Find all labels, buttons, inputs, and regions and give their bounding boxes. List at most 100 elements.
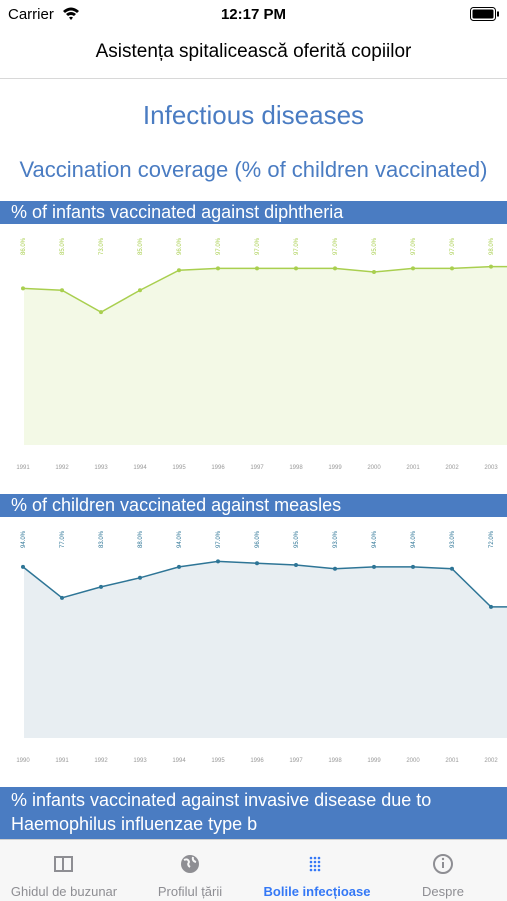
tab[interactable]: Bolile infecțioase — [263, 884, 371, 899]
x-tick-label: 1996 — [250, 758, 264, 764]
tab-bar — [0, 839, 507, 901]
value-label: 95.0% — [294, 530, 300, 548]
x-tick-label: 2002 — [484, 758, 498, 764]
point — [489, 604, 493, 609]
value-label: 94.0% — [372, 530, 378, 548]
value-label: 85.0% — [138, 237, 144, 255]
x-tick-label: 2001 — [445, 758, 459, 764]
tab-icons — [54, 854, 453, 874]
value-label: 97.0% — [216, 237, 222, 255]
separator — [0, 78, 507, 79]
x-tick-label: 1991 — [55, 758, 69, 764]
value-label: 95.0% — [372, 237, 378, 255]
x-tick-label: 1992 — [94, 758, 108, 764]
chart-title: % of infants vaccinated against diphther… — [0, 201, 507, 224]
point — [372, 564, 376, 569]
x-tick-label: 1996 — [211, 465, 225, 471]
x-tick-label: 2002 — [445, 465, 459, 471]
x-tick-label: 1995 — [172, 465, 186, 471]
point — [177, 564, 181, 569]
chart: 86.0% 1991 85.0% 1992 73.0% 1993 85.0% 1994 96.0… — [16, 237, 507, 471]
x-tick-label: 1991 — [16, 465, 30, 471]
tab[interactable]: Despre — [422, 884, 464, 899]
area — [23, 561, 507, 738]
x-tick-label: 1990 — [16, 758, 30, 764]
chart-title: % infants vaccinated against invasive di… — [0, 787, 507, 839]
point — [177, 268, 181, 273]
x-tick-label: 1998 — [328, 758, 342, 764]
value-label: 97.0% — [333, 237, 339, 255]
point — [333, 266, 337, 271]
line — [22, 265, 507, 313]
x-tick-label: 1995 — [211, 758, 225, 764]
point — [138, 575, 142, 580]
x-tick-label: 1994 — [133, 465, 147, 471]
point — [216, 559, 220, 564]
value-label: 73.0% — [99, 237, 105, 255]
point — [138, 288, 142, 293]
point — [333, 566, 337, 571]
value-label: 94.0% — [411, 530, 417, 548]
chart-title: % of children vaccinated against measles — [0, 494, 507, 517]
value-label: 97.0% — [450, 237, 456, 255]
value-label: 94.0% — [21, 530, 27, 548]
point — [411, 564, 415, 569]
point — [60, 595, 64, 600]
point — [255, 561, 259, 566]
x-tick-label: 1992 — [55, 465, 69, 471]
value-label: 98.0% — [489, 237, 495, 255]
x-tick-label: 1994 — [172, 758, 186, 764]
x-tick-label: 1993 — [133, 758, 147, 764]
point — [21, 564, 25, 569]
tab[interactable]: Profilul țării — [157, 884, 223, 899]
value-label: 93.0% — [333, 530, 339, 548]
value-label: 85.0% — [60, 237, 66, 255]
value-label: 77.0% — [60, 530, 66, 548]
line — [22, 560, 507, 608]
x-tick-label: 1999 — [328, 465, 342, 471]
value-label: 94.0% — [177, 530, 183, 548]
point — [450, 566, 454, 571]
x-tick-label: 2001 — [406, 465, 420, 471]
value-label: 88.0% — [138, 530, 144, 548]
tab[interactable]: Ghidul de buzunar — [10, 884, 118, 899]
point — [450, 266, 454, 271]
x-tick-label: 2000 — [406, 758, 420, 764]
x-tick-label: 1997 — [289, 758, 303, 764]
point — [60, 288, 64, 293]
section-subtitle: Vaccination coverage (% of children vacc… — [19, 157, 488, 182]
value-label: 83.0% — [99, 530, 105, 548]
wifi-icon — [63, 7, 79, 20]
point — [294, 563, 298, 568]
value-label: 97.0% — [411, 237, 417, 255]
point — [411, 266, 415, 271]
value-label: 97.0% — [216, 530, 222, 548]
x-tick-label: 2003 — [484, 465, 498, 471]
value-label: 97.0% — [294, 237, 300, 255]
point — [294, 266, 298, 271]
point — [255, 266, 259, 271]
point — [99, 584, 103, 589]
point — [21, 286, 25, 291]
value-label: 86.0% — [21, 237, 27, 255]
section-title: Infectious diseases — [142, 100, 365, 130]
x-tick-label: 2000 — [367, 465, 381, 471]
x-tick-label: 1993 — [94, 465, 108, 471]
value-label: 93.0% — [450, 530, 456, 548]
x-tick-label: 1999 — [367, 758, 381, 764]
battery-icon — [470, 7, 499, 21]
value-label: 97.0% — [255, 237, 261, 255]
value-label: 96.0% — [177, 237, 183, 255]
area — [23, 266, 507, 445]
value-label: 96.0% — [255, 530, 261, 548]
point — [99, 310, 103, 315]
value-label: 72.0% — [489, 530, 495, 548]
x-tick-label: 1997 — [250, 465, 264, 471]
point — [216, 266, 220, 271]
point — [489, 264, 493, 269]
nav-title: Asistența spitalicească oferită copiilor — [95, 41, 412, 62]
carrier: Carrier — [8, 6, 54, 23]
point — [372, 270, 376, 275]
time: 12:17 PM — [220, 6, 287, 23]
